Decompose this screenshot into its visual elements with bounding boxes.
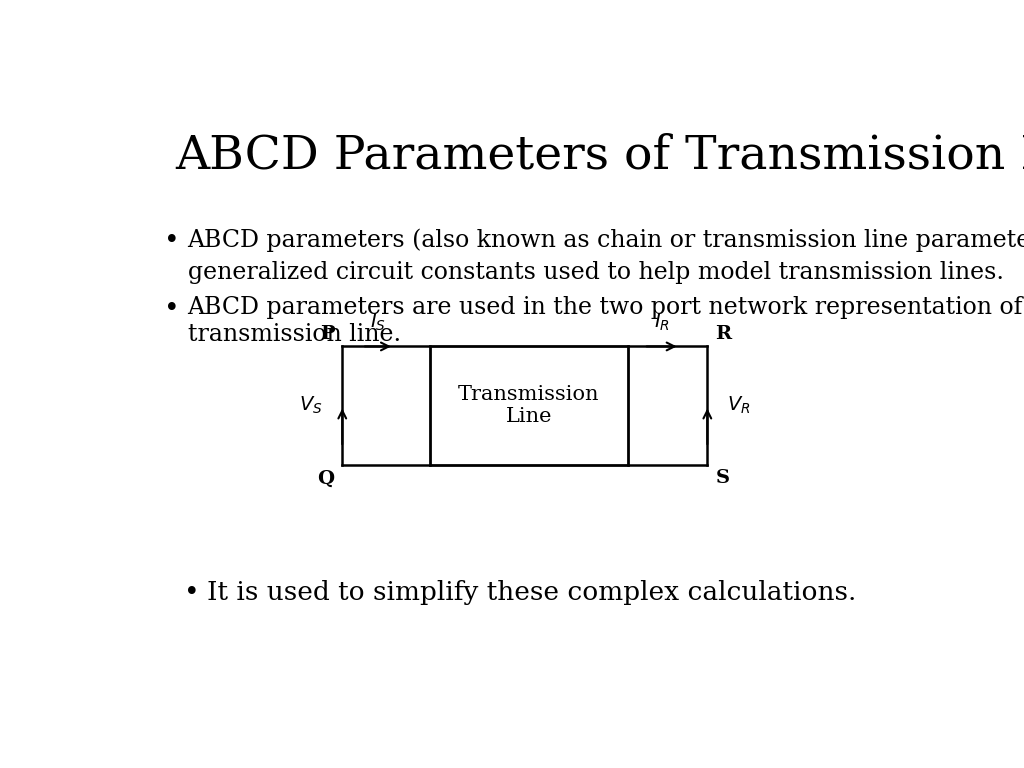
- Text: P: P: [319, 326, 334, 343]
- Text: Transmission
Line: Transmission Line: [458, 385, 599, 426]
- Text: ABCD parameters (also known as chain or transmission line parameters) are: ABCD parameters (also known as chain or …: [187, 228, 1024, 252]
- Text: $I_R$: $I_R$: [653, 312, 670, 333]
- Text: •: •: [164, 296, 179, 321]
- Text: It is used to simplify these complex calculations.: It is used to simplify these complex cal…: [207, 580, 857, 605]
- Text: ABCD parameters are used in the two port network representation of a: ABCD parameters are used in the two port…: [187, 296, 1024, 319]
- Text: S: S: [715, 469, 729, 488]
- Text: •: •: [164, 228, 179, 253]
- Text: Q: Q: [317, 469, 334, 488]
- Text: $I_S$: $I_S$: [370, 312, 386, 333]
- Text: $V_R$: $V_R$: [727, 395, 751, 416]
- Text: generalized circuit constants used to help model transmission lines.: generalized circuit constants used to he…: [187, 260, 1004, 283]
- Bar: [430, 346, 628, 465]
- Text: transmission line.: transmission line.: [187, 323, 400, 346]
- Text: $V_S$: $V_S$: [299, 395, 323, 416]
- Text: R: R: [715, 326, 731, 343]
- Text: •: •: [183, 580, 200, 605]
- Text: ABCD Parameters of Transmission Line: ABCD Parameters of Transmission Line: [176, 134, 1024, 179]
